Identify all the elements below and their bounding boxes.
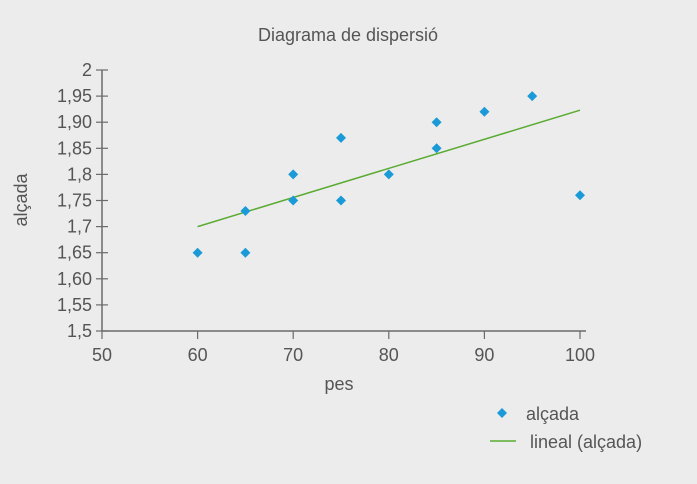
data-point [383, 169, 394, 180]
legend-diamond-marker [497, 408, 507, 418]
data-point [431, 117, 442, 128]
y-tick-label: 1,65 [57, 243, 92, 263]
chart-title: Diagrama de dispersió [258, 25, 438, 45]
data-point [288, 169, 299, 180]
axes: 2 1,95 1,90 1,85 1,8 1,75 1,7 1,65 1,60 1,55 1,550… [57, 60, 595, 365]
data-point [240, 247, 251, 258]
y-tick-label: 2 [82, 60, 92, 80]
trendline [197, 109, 581, 228]
x-tick-label: 90 [474, 345, 494, 365]
x-tick-label: 80 [379, 345, 399, 365]
data-point [479, 106, 490, 117]
data-point [527, 91, 538, 102]
x-tick-label: 100 [565, 345, 595, 365]
y-tick-label: 1,7 [67, 217, 92, 237]
y-tick-label: 1,85 [57, 138, 92, 158]
y-tick-label: 1,90 [57, 112, 92, 132]
legend-label-lineal: lineal (alçada) [530, 432, 642, 452]
data-point [192, 247, 203, 258]
data-point [336, 195, 346, 206]
x-tick-label: 70 [283, 345, 303, 365]
x-axis-label: pes [324, 374, 353, 394]
x-tick-label: 60 [188, 345, 208, 365]
x-tick-label: 50 [92, 345, 112, 365]
y-tick-label: 1,5 [67, 321, 92, 341]
data-point [240, 205, 251, 216]
y-tick-label: 1,95 [57, 86, 92, 106]
data-point [575, 190, 585, 201]
y-tick-label: 1,55 [57, 295, 92, 315]
plot-area [192, 91, 585, 258]
y-tick-label: 1,60 [57, 269, 92, 289]
legend-label-alcada: alçada [526, 404, 580, 424]
data-point [288, 195, 299, 206]
y-tick-label: 1,8 [67, 164, 92, 184]
y-axis-label: alçada [11, 172, 31, 226]
y-tick-label: 1,75 [57, 191, 92, 211]
data-point [431, 143, 442, 154]
legend: alçada lineal (alçada) [490, 404, 642, 452]
data-point [336, 132, 346, 143]
